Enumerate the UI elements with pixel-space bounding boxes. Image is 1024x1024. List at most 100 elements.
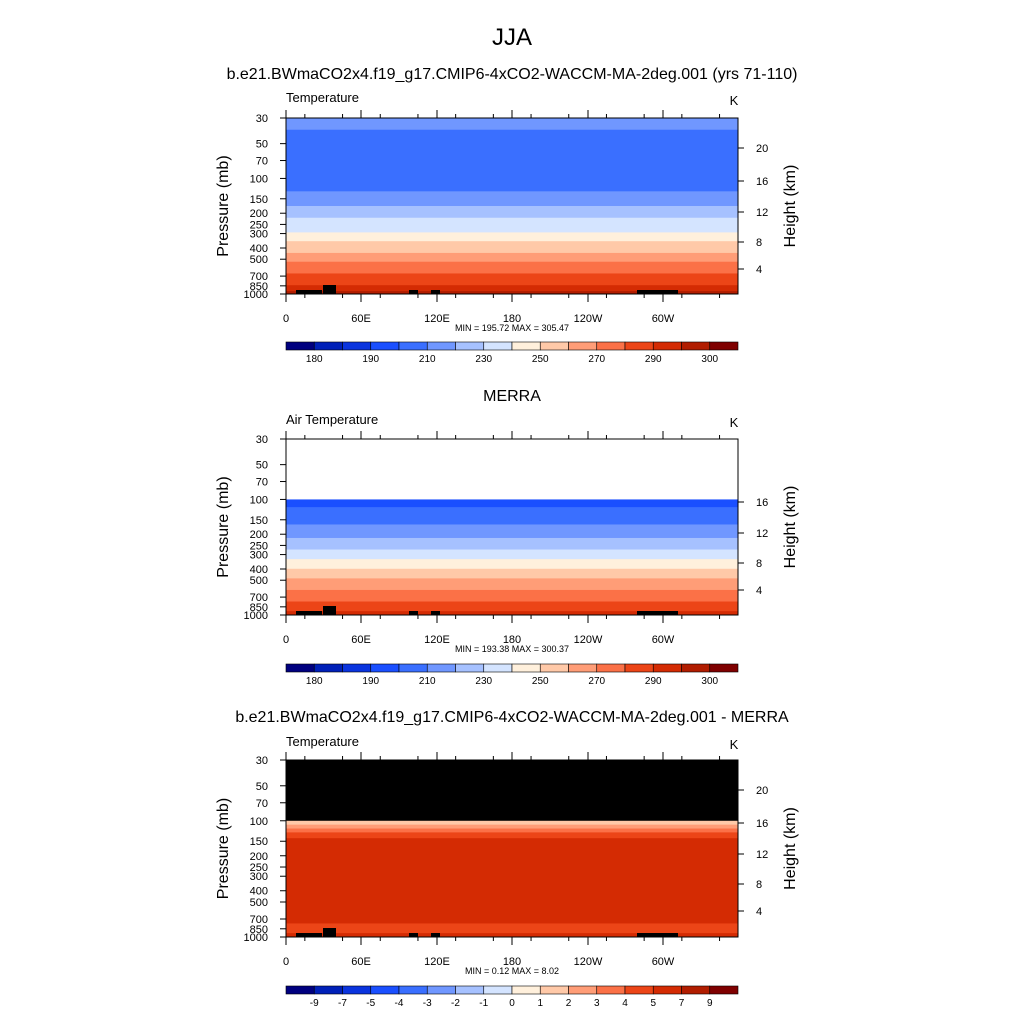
colorbar-label: -1 <box>479 998 488 1009</box>
contour-band <box>286 611 738 616</box>
stats-label: MIN = 193.38 MAX = 300.37 <box>455 644 569 654</box>
colorbar-swatch <box>342 341 372 351</box>
colorbar-swatch <box>398 663 428 673</box>
colorbar-label: 180 <box>306 676 323 687</box>
x-tick-label: 60W <box>652 634 675 646</box>
panel-observations: 0 60E 120E 180 120W 60W3050701001502002503004… <box>215 412 799 687</box>
x-tick-label: 0 <box>283 956 289 968</box>
colorbar-label: 270 <box>588 676 605 687</box>
colorbar-swatch <box>285 341 315 351</box>
colorbar-swatch <box>342 985 372 995</box>
colorbar-label: -4 <box>395 998 404 1009</box>
y-tick-label: 700 <box>250 592 268 604</box>
colorbar-swatch <box>652 985 682 995</box>
contour-band <box>286 933 738 938</box>
height-tick-label: 4 <box>756 906 762 918</box>
colorbar-swatch <box>511 985 541 995</box>
colorbar-label: -2 <box>451 998 460 1009</box>
topography-mask <box>637 611 678 615</box>
colorbar-swatch <box>285 663 315 673</box>
colorbar-swatch <box>681 341 711 351</box>
panel-title-model: b.e21.BWmaCO2x4.f19_g17.CMIP6-4xCO2-WACC… <box>227 66 798 83</box>
panel-variable-label: Air Temperature <box>286 412 378 427</box>
y-tick-label: 250 <box>250 862 268 874</box>
x-tick-label: 120E <box>424 313 450 325</box>
y-tick-label: 300 <box>250 229 268 241</box>
colorbar-label: 1 <box>537 998 543 1009</box>
colorbar-swatch <box>313 663 343 673</box>
colorbar-label: 250 <box>532 676 549 687</box>
colorbar-swatch <box>539 663 569 673</box>
colorbar-swatch <box>596 985 626 995</box>
height-tick-label: 16 <box>756 497 768 509</box>
y-tick-label: 200 <box>250 529 268 541</box>
y-tick-label: 50 <box>256 139 268 151</box>
x-tick-label: 120W <box>574 956 603 968</box>
colorbar-swatch <box>398 985 428 995</box>
y-tick-label: 400 <box>250 243 268 255</box>
x-tick-label: 60E <box>351 956 371 968</box>
y-tick-label: 30 <box>256 755 268 767</box>
contour-band <box>286 824 738 830</box>
colorbar-label: 290 <box>645 354 662 365</box>
topography-mask <box>431 933 440 937</box>
colorbar-swatch <box>568 985 598 995</box>
height-tick-label: 4 <box>756 264 762 276</box>
colorbar-label: 230 <box>475 676 492 687</box>
height-tick-label: 20 <box>756 785 768 797</box>
colorbar-swatch <box>709 985 739 995</box>
y-tick-label: 300 <box>250 871 268 883</box>
colorbar-swatch <box>455 341 485 351</box>
colorbar-label: 250 <box>532 354 549 365</box>
height-tick-label: 16 <box>756 818 768 830</box>
contour-band <box>286 832 738 839</box>
panel-difference: 0 60E 120E 180 120W 60W3050701001502002503004… <box>215 734 799 1009</box>
y-tick-label: 850 <box>250 281 268 293</box>
colorbar-label: 190 <box>362 354 379 365</box>
height-tick-label: 8 <box>756 237 762 249</box>
x-tick-label: 120W <box>574 634 603 646</box>
colorbar-label: 5 <box>650 998 656 1009</box>
y-tick-label: 400 <box>250 886 268 898</box>
topography-mask <box>637 290 678 294</box>
panel-model: 0 60E 120E 180 120W 60W3050701001502002503004… <box>215 90 799 365</box>
stats-label: MIN = 195.72 MAX = 305.47 <box>455 323 569 333</box>
height-tick-label: 8 <box>756 558 762 570</box>
right-axis-label: Height (km) <box>782 165 799 248</box>
panel-units-label: K <box>730 93 739 108</box>
topography-mask <box>323 928 336 937</box>
colorbar-label: 270 <box>588 354 605 365</box>
contour-band <box>286 217 738 233</box>
colorbar-label: 190 <box>362 676 379 687</box>
contour-band <box>286 206 738 219</box>
y-tick-label: 100 <box>250 816 268 828</box>
y-tick-label: 70 <box>256 798 268 810</box>
x-tick-label: 0 <box>283 313 289 325</box>
topography-mask <box>296 290 322 294</box>
height-tick-label: 8 <box>756 879 762 891</box>
panel-units-label: K <box>730 415 739 430</box>
y-tick-label: 200 <box>250 208 268 220</box>
y-tick-label: 700 <box>250 271 268 283</box>
panel-units-label: K <box>730 737 739 752</box>
y-tick-label: 50 <box>256 460 268 472</box>
colorbar-swatch <box>342 663 372 673</box>
contour-band <box>286 507 738 525</box>
right-axis-label: Height (km) <box>782 807 799 890</box>
colorbar-label: 300 <box>701 354 718 365</box>
colorbar-swatch <box>483 663 513 673</box>
colorbar-swatch <box>426 341 456 351</box>
colorbar-swatch <box>624 663 654 673</box>
colorbar-swatch <box>568 663 598 673</box>
colorbar-label: 7 <box>679 998 685 1009</box>
y-tick-label: 50 <box>256 781 268 793</box>
x-tick-label: 180 <box>503 956 521 968</box>
colorbar-swatch <box>681 985 711 995</box>
colorbar-swatch <box>568 341 598 351</box>
colorbar-swatch <box>624 985 654 995</box>
colorbar: 180 190 210 230 250 270 290 300 <box>285 663 739 687</box>
y-tick-label: 250 <box>250 540 268 552</box>
colorbar-label: 180 <box>306 354 323 365</box>
colorbar-swatch <box>483 985 513 995</box>
colorbar-label: 210 <box>419 676 436 687</box>
